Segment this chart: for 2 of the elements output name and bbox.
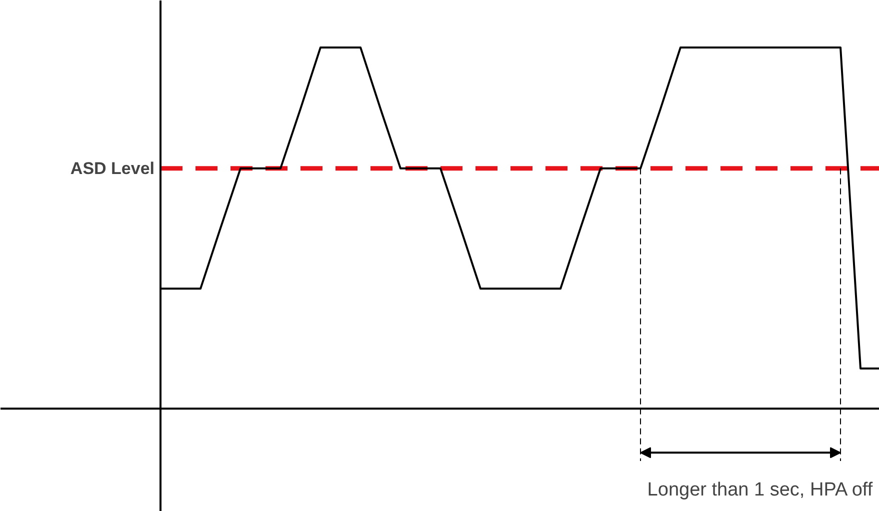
- ref-line-label: ASD Level: [70, 158, 155, 178]
- text: Longer than 1 sec, HPA off: [647, 479, 874, 500]
